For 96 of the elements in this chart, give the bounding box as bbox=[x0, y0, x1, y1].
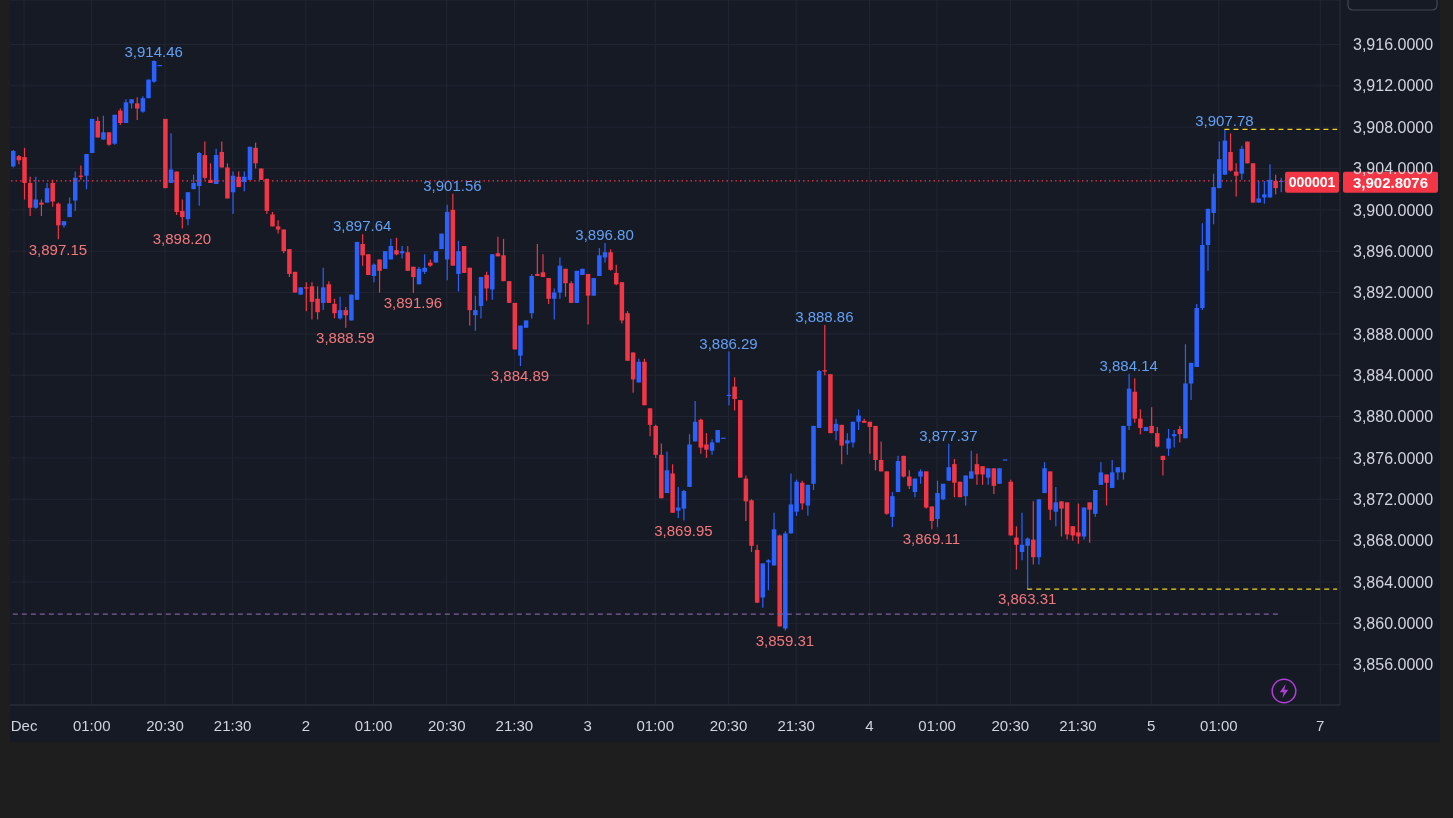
candlestick bbox=[546, 277, 551, 305]
candlestick bbox=[506, 280, 512, 304]
annotation: 3,884.89 bbox=[490, 367, 550, 385]
candlestick bbox=[1138, 408, 1143, 435]
candlestick bbox=[253, 142, 258, 170]
y-tick-label: 3,872.0000 bbox=[1353, 490, 1434, 508]
annotation: 3,897.15 bbox=[28, 240, 88, 258]
annotation: 3,888.86 bbox=[795, 308, 854, 325]
x-tick-label: 21:30 bbox=[777, 717, 815, 734]
x-tick-label: 01:00 bbox=[72, 717, 111, 734]
y-tick-label: 3,900.0000 bbox=[1353, 201, 1434, 219]
x-tick-label: 21:30 bbox=[495, 717, 534, 734]
y-tick-label: 3,884.0000 bbox=[1353, 366, 1434, 384]
candlestick bbox=[1093, 489, 1098, 518]
candlestick bbox=[1155, 426, 1160, 449]
annotation: 3,863.31 bbox=[998, 590, 1057, 608]
y-tick-label: 3,896.0000 bbox=[1353, 242, 1434, 260]
annotation: 3,914.46 bbox=[124, 43, 183, 61]
annotation: 3,869.11 bbox=[902, 530, 961, 548]
candlestick bbox=[56, 202, 61, 240]
annotation: 3,898.20 bbox=[152, 229, 212, 247]
candlestick bbox=[1053, 486, 1059, 527]
annotation: 000001 bbox=[1288, 174, 1336, 191]
candlestick bbox=[1087, 501, 1092, 544]
annotation: 3,891.96 bbox=[383, 294, 443, 312]
candlestick bbox=[839, 424, 844, 465]
candlestick bbox=[1109, 459, 1115, 489]
y-tick-label: 3,892.0000 bbox=[1353, 284, 1434, 302]
candlestick bbox=[84, 153, 89, 190]
candlestick bbox=[907, 469, 912, 490]
candlestick bbox=[484, 271, 489, 302]
y-tick-label: 3,864.0000 bbox=[1353, 573, 1434, 591]
candlestick bbox=[320, 267, 326, 311]
candlestick bbox=[1104, 473, 1109, 507]
x-tick-label: 20:30 bbox=[427, 717, 466, 734]
annotation: 3,896.80 bbox=[575, 225, 634, 243]
candlestick bbox=[134, 96, 140, 121]
x-tick-label: 01:00 bbox=[1200, 717, 1238, 734]
annotation: 3,886.29 bbox=[699, 334, 758, 352]
candlestick bbox=[377, 258, 382, 294]
candlestick bbox=[991, 467, 997, 495]
annotation: 3,897.64 bbox=[333, 217, 392, 235]
x-tick-label: 20:30 bbox=[991, 717, 1030, 734]
candlestick bbox=[732, 376, 737, 411]
candlestick bbox=[1228, 132, 1233, 173]
annotation: 3,877.37 bbox=[919, 426, 978, 444]
candlestick bbox=[1098, 461, 1104, 486]
annotation: 3,907.78 bbox=[1195, 112, 1254, 130]
candlestick bbox=[44, 182, 50, 204]
candlestick bbox=[563, 268, 568, 298]
candlestick bbox=[647, 407, 653, 437]
x-tick-label: 2 bbox=[301, 717, 311, 734]
x-tick-label: 01:00 bbox=[918, 717, 956, 734]
candlestick bbox=[608, 248, 613, 272]
x-tick-label: 01:00 bbox=[636, 717, 675, 734]
y-tick-label: 3,880.0000 bbox=[1353, 408, 1434, 426]
candlestick bbox=[1166, 428, 1171, 457]
candlestick bbox=[946, 443, 952, 482]
y-tick-label: 3,888.0000 bbox=[1353, 325, 1434, 343]
x-tick-label: 5 bbox=[1147, 717, 1156, 734]
y-tick-label: 3,908.0000 bbox=[1353, 118, 1434, 136]
x-tick-label: 4 bbox=[865, 717, 874, 734]
candlestick bbox=[585, 273, 591, 326]
y-tick-label: 3,860.0000 bbox=[1353, 615, 1434, 633]
annotation: 3,888.59 bbox=[316, 329, 375, 346]
y-tick-label: 3,912.0000 bbox=[1353, 77, 1434, 95]
annotation: 3,869.95 bbox=[654, 521, 713, 539]
candlestick bbox=[664, 451, 670, 494]
candlestick bbox=[1014, 525, 1019, 571]
candlestick bbox=[1149, 406, 1154, 434]
x-tick-label: 3 bbox=[583, 717, 592, 734]
candlestick bbox=[326, 280, 332, 304]
candlestick bbox=[1256, 180, 1261, 204]
x-tick-label: 20:30 bbox=[146, 717, 184, 734]
y-tick-label: 3,916.0000 bbox=[1353, 36, 1434, 54]
candlestick bbox=[568, 280, 574, 304]
annotation: 3,901.56 bbox=[423, 176, 482, 194]
y-tick-label: 3,856.0000 bbox=[1353, 656, 1434, 674]
annotation: 3,884.14 bbox=[1099, 356, 1158, 374]
x-tick-label: 21:30 bbox=[213, 717, 252, 734]
annotation: 3,859.31 bbox=[755, 631, 815, 649]
candlestick bbox=[456, 240, 461, 293]
x-tick-label: 20:30 bbox=[709, 717, 748, 734]
x-tick-label: 01:00 bbox=[354, 717, 393, 734]
x-tick-label: Dec bbox=[10, 717, 38, 734]
x-tick-label: 7 bbox=[1316, 717, 1325, 734]
y-tick-label: 3,876.0000 bbox=[1353, 449, 1434, 467]
candlestick bbox=[101, 115, 106, 141]
candlestick bbox=[890, 491, 895, 528]
candlestick bbox=[473, 295, 478, 332]
candlestick bbox=[1031, 500, 1036, 566]
y-tick-label: 3,868.0000 bbox=[1353, 532, 1434, 550]
x-tick-label: 21:30 bbox=[1059, 717, 1097, 734]
candlestick bbox=[856, 408, 861, 431]
candlestick bbox=[552, 287, 557, 321]
candlestick bbox=[332, 298, 337, 319]
